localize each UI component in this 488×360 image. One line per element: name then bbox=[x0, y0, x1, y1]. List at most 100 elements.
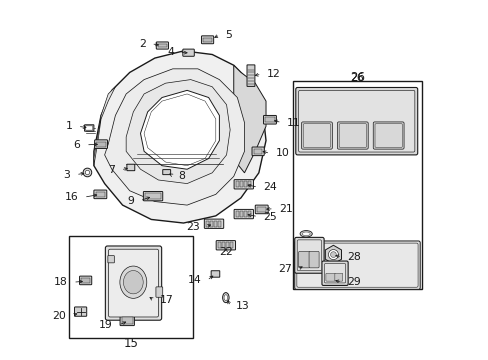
FancyBboxPatch shape bbox=[251, 147, 264, 156]
Bar bbox=[239, 211, 242, 217]
FancyBboxPatch shape bbox=[255, 205, 267, 214]
FancyBboxPatch shape bbox=[303, 124, 330, 147]
Ellipse shape bbox=[224, 295, 227, 301]
Bar bbox=[247, 181, 250, 187]
Polygon shape bbox=[94, 87, 115, 166]
FancyBboxPatch shape bbox=[108, 256, 114, 263]
Text: 26: 26 bbox=[349, 71, 364, 84]
Polygon shape bbox=[126, 80, 230, 184]
FancyBboxPatch shape bbox=[301, 122, 332, 149]
FancyBboxPatch shape bbox=[94, 190, 106, 199]
FancyBboxPatch shape bbox=[374, 124, 402, 147]
FancyBboxPatch shape bbox=[339, 124, 366, 147]
Text: 13: 13 bbox=[236, 301, 249, 311]
Bar bbox=[69, 235, 192, 338]
Ellipse shape bbox=[120, 266, 146, 298]
Text: 11: 11 bbox=[286, 118, 300, 128]
FancyBboxPatch shape bbox=[324, 264, 345, 283]
Text: 19: 19 bbox=[99, 320, 113, 330]
FancyBboxPatch shape bbox=[297, 240, 321, 271]
FancyBboxPatch shape bbox=[201, 36, 213, 44]
Bar bbox=[235, 211, 238, 217]
Bar bbox=[218, 221, 221, 226]
Text: 8: 8 bbox=[178, 171, 184, 181]
FancyBboxPatch shape bbox=[94, 140, 107, 148]
Polygon shape bbox=[94, 51, 265, 223]
Text: 4: 4 bbox=[166, 47, 174, 57]
Text: 28: 28 bbox=[346, 252, 361, 262]
FancyBboxPatch shape bbox=[108, 249, 158, 317]
Bar bbox=[96, 192, 105, 197]
FancyBboxPatch shape bbox=[143, 192, 163, 201]
Text: 2: 2 bbox=[139, 39, 145, 49]
FancyBboxPatch shape bbox=[372, 122, 403, 149]
FancyBboxPatch shape bbox=[84, 125, 94, 131]
Bar bbox=[247, 211, 250, 217]
Text: 7: 7 bbox=[108, 165, 115, 175]
Text: 23: 23 bbox=[186, 222, 200, 231]
Circle shape bbox=[85, 170, 89, 175]
FancyBboxPatch shape bbox=[234, 180, 253, 189]
FancyBboxPatch shape bbox=[156, 287, 163, 297]
Ellipse shape bbox=[300, 230, 312, 237]
Ellipse shape bbox=[302, 232, 309, 235]
Circle shape bbox=[83, 168, 92, 177]
Text: 18: 18 bbox=[54, 277, 67, 287]
Polygon shape bbox=[230, 65, 265, 173]
Bar bbox=[265, 117, 274, 122]
Polygon shape bbox=[104, 69, 244, 205]
Circle shape bbox=[328, 249, 338, 260]
Bar bbox=[244, 181, 246, 187]
FancyBboxPatch shape bbox=[105, 246, 162, 320]
FancyBboxPatch shape bbox=[294, 241, 419, 289]
Bar bbox=[158, 44, 166, 47]
Text: 20: 20 bbox=[52, 311, 66, 320]
Text: 22: 22 bbox=[219, 247, 232, 257]
FancyBboxPatch shape bbox=[204, 219, 223, 228]
Bar bbox=[229, 242, 233, 248]
FancyBboxPatch shape bbox=[295, 87, 417, 155]
Ellipse shape bbox=[222, 293, 228, 303]
FancyBboxPatch shape bbox=[80, 276, 92, 285]
Bar bbox=[239, 181, 242, 187]
Bar bbox=[257, 207, 266, 212]
Text: 6: 6 bbox=[74, 140, 81, 150]
FancyBboxPatch shape bbox=[183, 49, 194, 56]
Text: 15: 15 bbox=[124, 337, 139, 350]
FancyBboxPatch shape bbox=[298, 251, 309, 268]
Bar bbox=[122, 317, 132, 324]
FancyBboxPatch shape bbox=[246, 65, 254, 86]
Bar bbox=[225, 242, 228, 248]
FancyBboxPatch shape bbox=[126, 164, 135, 171]
Bar bbox=[244, 211, 246, 217]
Text: 12: 12 bbox=[266, 69, 280, 79]
Bar bbox=[214, 221, 217, 226]
Text: 16: 16 bbox=[64, 192, 78, 202]
Bar bbox=[205, 221, 208, 226]
FancyBboxPatch shape bbox=[74, 307, 86, 316]
Bar bbox=[209, 221, 212, 226]
FancyBboxPatch shape bbox=[211, 271, 219, 277]
Text: 3: 3 bbox=[63, 170, 70, 180]
Text: 9: 9 bbox=[127, 196, 134, 206]
Ellipse shape bbox=[123, 271, 143, 294]
FancyBboxPatch shape bbox=[308, 251, 319, 268]
Text: 21: 21 bbox=[279, 204, 292, 214]
Bar bbox=[253, 149, 262, 154]
Text: 25: 25 bbox=[263, 212, 277, 221]
FancyBboxPatch shape bbox=[263, 116, 276, 124]
FancyBboxPatch shape bbox=[337, 122, 367, 149]
FancyBboxPatch shape bbox=[163, 170, 170, 175]
FancyBboxPatch shape bbox=[216, 240, 235, 250]
FancyBboxPatch shape bbox=[321, 261, 347, 285]
Text: 1: 1 bbox=[65, 121, 72, 131]
Circle shape bbox=[330, 252, 336, 257]
FancyBboxPatch shape bbox=[156, 42, 168, 49]
Bar bbox=[96, 141, 105, 147]
Text: 29: 29 bbox=[346, 277, 361, 287]
Text: 10: 10 bbox=[275, 148, 289, 158]
FancyBboxPatch shape bbox=[120, 315, 134, 325]
Text: 26: 26 bbox=[350, 73, 364, 83]
FancyBboxPatch shape bbox=[296, 243, 417, 287]
FancyBboxPatch shape bbox=[298, 90, 414, 152]
